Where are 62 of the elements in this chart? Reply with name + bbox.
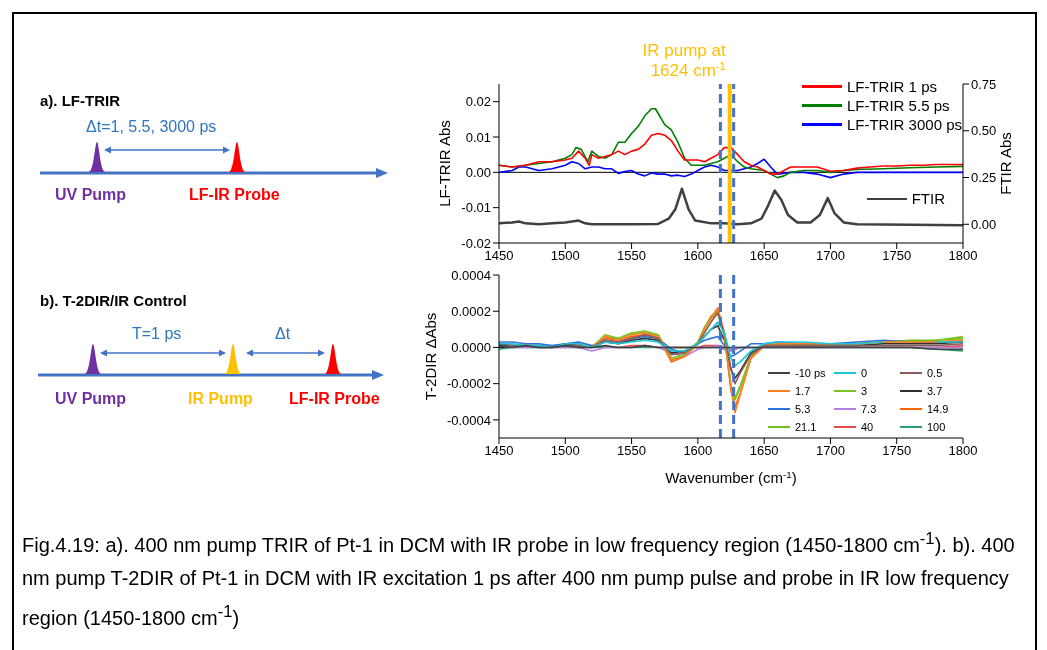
caption: Fig.4.19: a). 400 nm pump TRIR of Pt-1 in DCM with IR probe in low frequency region (1450-1800 cm$^{-1}$). b). 400 nm pump T-2DIR of Pt-1 in DCM with IR excitation 1 ps after 400 nm pump pulse and probe in IR low frequency region (1450-1800 cm$^{-1}$)	[22, 528, 1016, 631]
text: T=1 ps	[132, 325, 182, 343]
x-tick-label: 1700	[815, 248, 845, 264]
legend-label: 7.3	[861, 403, 877, 415]
x-tick-label: 1650	[749, 443, 779, 459]
ref-line-label: IR pump at 1624 cm$^{-1}$	[642, 41, 726, 80]
text: LF-IR Probe	[289, 390, 380, 408]
y-tick-label: 0.00	[465, 164, 491, 180]
y-tick-label: -0.0002	[446, 376, 491, 392]
x-tick-label: 1550	[617, 248, 647, 264]
text: Δt=1, 5.5, 3000 ps	[86, 118, 217, 136]
y-tick-label: -0.02	[461, 235, 491, 251]
text: Δt	[275, 325, 291, 343]
legend-label: LF-TRIR 1 ps	[846, 78, 937, 95]
y2-tick-label: 0.25	[971, 170, 997, 186]
text: LF-IR Probe	[189, 186, 280, 204]
x-tick-label: 1750	[882, 443, 912, 459]
text: IR Pump	[188, 390, 253, 408]
legend-label: 100	[927, 421, 946, 433]
y-tick-label: 0.01	[465, 129, 491, 145]
y-tick-label: 0.0002	[451, 303, 491, 319]
text: UV Pump	[55, 390, 127, 408]
y2-tick-label: 0.75	[971, 76, 997, 92]
y-axis-title: T-2DIR ΔAbs	[422, 312, 440, 401]
legend-label: LF-TRIR 3000 ps	[846, 116, 962, 133]
y-tick-label: 0.0004	[451, 267, 491, 283]
x-tick-label: 1600	[683, 248, 713, 264]
x-tick-label: 1800	[948, 443, 978, 459]
x-tick-label: 1750	[882, 248, 912, 264]
legend-label: 21.1	[795, 421, 817, 433]
y-tick-label: -0.01	[461, 200, 491, 216]
x-tick-label: 1550	[617, 443, 647, 459]
x-tick-label: 1500	[550, 443, 580, 459]
legend-label: 5.3	[795, 403, 811, 415]
y-axis-title: LF-TRIR Abs	[436, 120, 454, 207]
y-tick-label: 0.02	[465, 94, 491, 110]
x-tick-label: 1650	[749, 248, 779, 264]
x-tick-label: 1800	[948, 248, 978, 264]
text: a). LF-TRIR	[40, 92, 120, 109]
y2-tick-label: 0.50	[971, 123, 997, 139]
legend-label: LF-TRIR 5.5 ps	[846, 97, 950, 114]
x-tick-label: 1450	[484, 443, 514, 459]
legend-label: 0	[861, 367, 868, 379]
y2-tick-label: 0.00	[971, 216, 997, 232]
y2-axis-title: FTIR Abs	[997, 132, 1014, 195]
text: UV Pump	[55, 186, 127, 204]
legend-label: 40	[861, 421, 874, 433]
legend-label: 1.7	[795, 385, 811, 397]
legend-label: FTIR	[911, 190, 945, 207]
x-axis-title: Wavenumber (cm$^{-1}$)	[665, 468, 797, 486]
legend-label: 3	[861, 385, 868, 397]
y-tick-label: 0.0000	[451, 340, 491, 356]
text: b). T-2DIR/IR Control	[40, 292, 187, 309]
x-tick-label: 1500	[550, 248, 580, 264]
legend-label: 0.5	[927, 367, 943, 379]
x-tick-label: 1700	[815, 443, 845, 459]
legend-label: -10 ps	[795, 367, 826, 379]
x-tick-label: 1450	[484, 248, 514, 264]
y-tick-label: -0.0004	[446, 412, 491, 428]
legend-label: 14.9	[927, 403, 949, 415]
x-tick-label: 1600	[683, 443, 713, 459]
legend-label: 3.7	[927, 385, 943, 397]
